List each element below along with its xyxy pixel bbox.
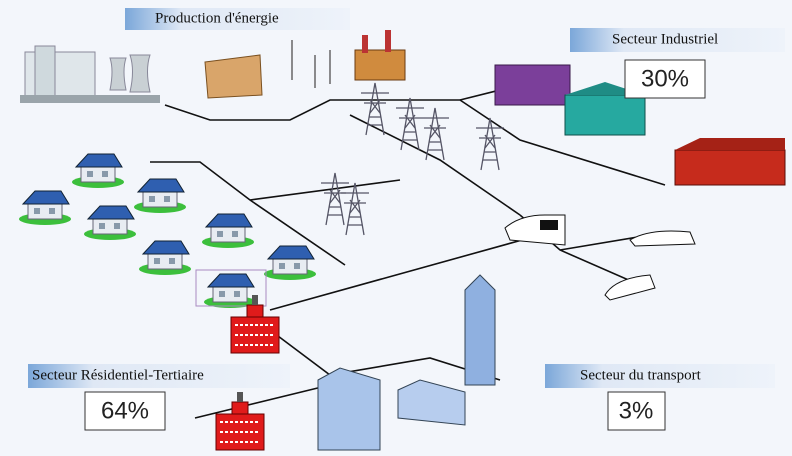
title: Production d'énergie: [155, 10, 279, 26]
sector-label: Secteur du transport: [580, 367, 702, 383]
sector-share: 3%: [619, 397, 654, 424]
page: {"header": {"title": "Production d'énerg…: [0, 0, 792, 456]
sector-share: 30%: [641, 65, 689, 92]
sector-label: Secteur Résidentiel-Tertiaire: [32, 367, 204, 383]
sector-label: Secteur Industriel: [612, 31, 718, 47]
title-label: Production d'énergie: [125, 8, 350, 30]
sector-share: 64%: [101, 397, 149, 424]
diagram: Production d'énergie Secteur Industriel …: [0, 0, 792, 456]
